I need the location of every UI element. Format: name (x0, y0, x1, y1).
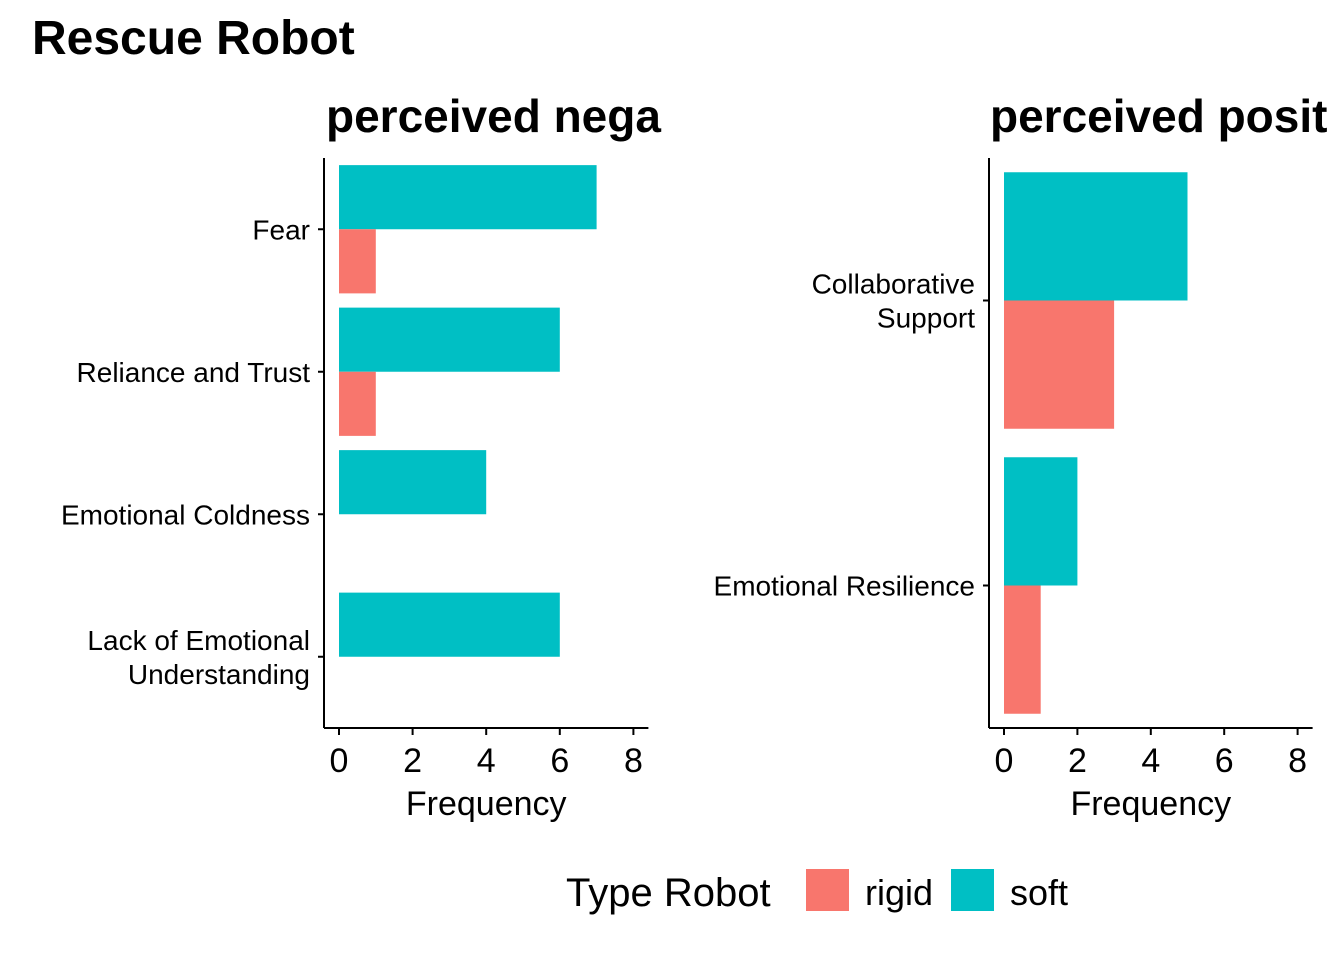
bar-soft-3 (339, 592, 560, 657)
legend-label-rigid: rigid (865, 872, 933, 913)
x-tick-label: 4 (477, 742, 496, 780)
x-tick-label: 0 (330, 742, 349, 780)
bar-soft-2 (339, 450, 487, 515)
legend-label-soft: soft (1010, 872, 1068, 913)
bar-rigid-0 (339, 229, 376, 294)
legend-key-rigid (806, 869, 849, 911)
panel-title: perceived nega (326, 90, 661, 142)
category-label: Emotional Resilience (714, 571, 975, 602)
main-title: Rescue Robot (32, 12, 355, 65)
x-tick-label: 0 (995, 742, 1014, 780)
bar-rigid-1 (1004, 585, 1041, 714)
category-label: Fear (252, 214, 310, 245)
category-label: Understanding (128, 659, 310, 690)
category-label: Collaborative (812, 269, 975, 300)
panels: perceived nega Fear Reliance and Trust Emot… (61, 90, 1327, 823)
x-tick-label: 8 (1288, 742, 1307, 780)
category-label: Reliance and Trust (77, 357, 311, 388)
bar-soft-1 (339, 307, 560, 372)
legend: Type Robot rigid soft (566, 869, 1068, 915)
bar-rigid-0 (1004, 300, 1115, 429)
panel-1: perceived nega Fear Reliance and Trust Emot… (61, 90, 661, 823)
x-tick-label: 2 (1068, 742, 1087, 780)
x-tick-label: 6 (550, 742, 569, 780)
legend-title: Type Robot (566, 871, 771, 915)
bar-soft-0 (339, 165, 597, 230)
bar-soft-1 (1004, 457, 1078, 586)
legend-key-soft (951, 869, 994, 911)
bars (339, 165, 597, 657)
x-tick-label: 8 (624, 742, 643, 780)
category-label: Lack of Emotional (87, 625, 310, 656)
category-label: Emotional Coldness (61, 499, 310, 530)
category-label: Support (877, 303, 975, 334)
x-axis-title: Frequency (1070, 785, 1231, 823)
bars (1004, 172, 1188, 714)
x-tick-label: 6 (1215, 742, 1234, 780)
x-tick-label: 4 (1141, 742, 1160, 780)
bar-rigid-1 (339, 371, 376, 436)
x-axis-title: Frequency (406, 785, 567, 823)
bar-soft-0 (1004, 172, 1188, 301)
panel-title: perceived posit (990, 90, 1327, 142)
x-tick-label: 2 (403, 742, 422, 780)
